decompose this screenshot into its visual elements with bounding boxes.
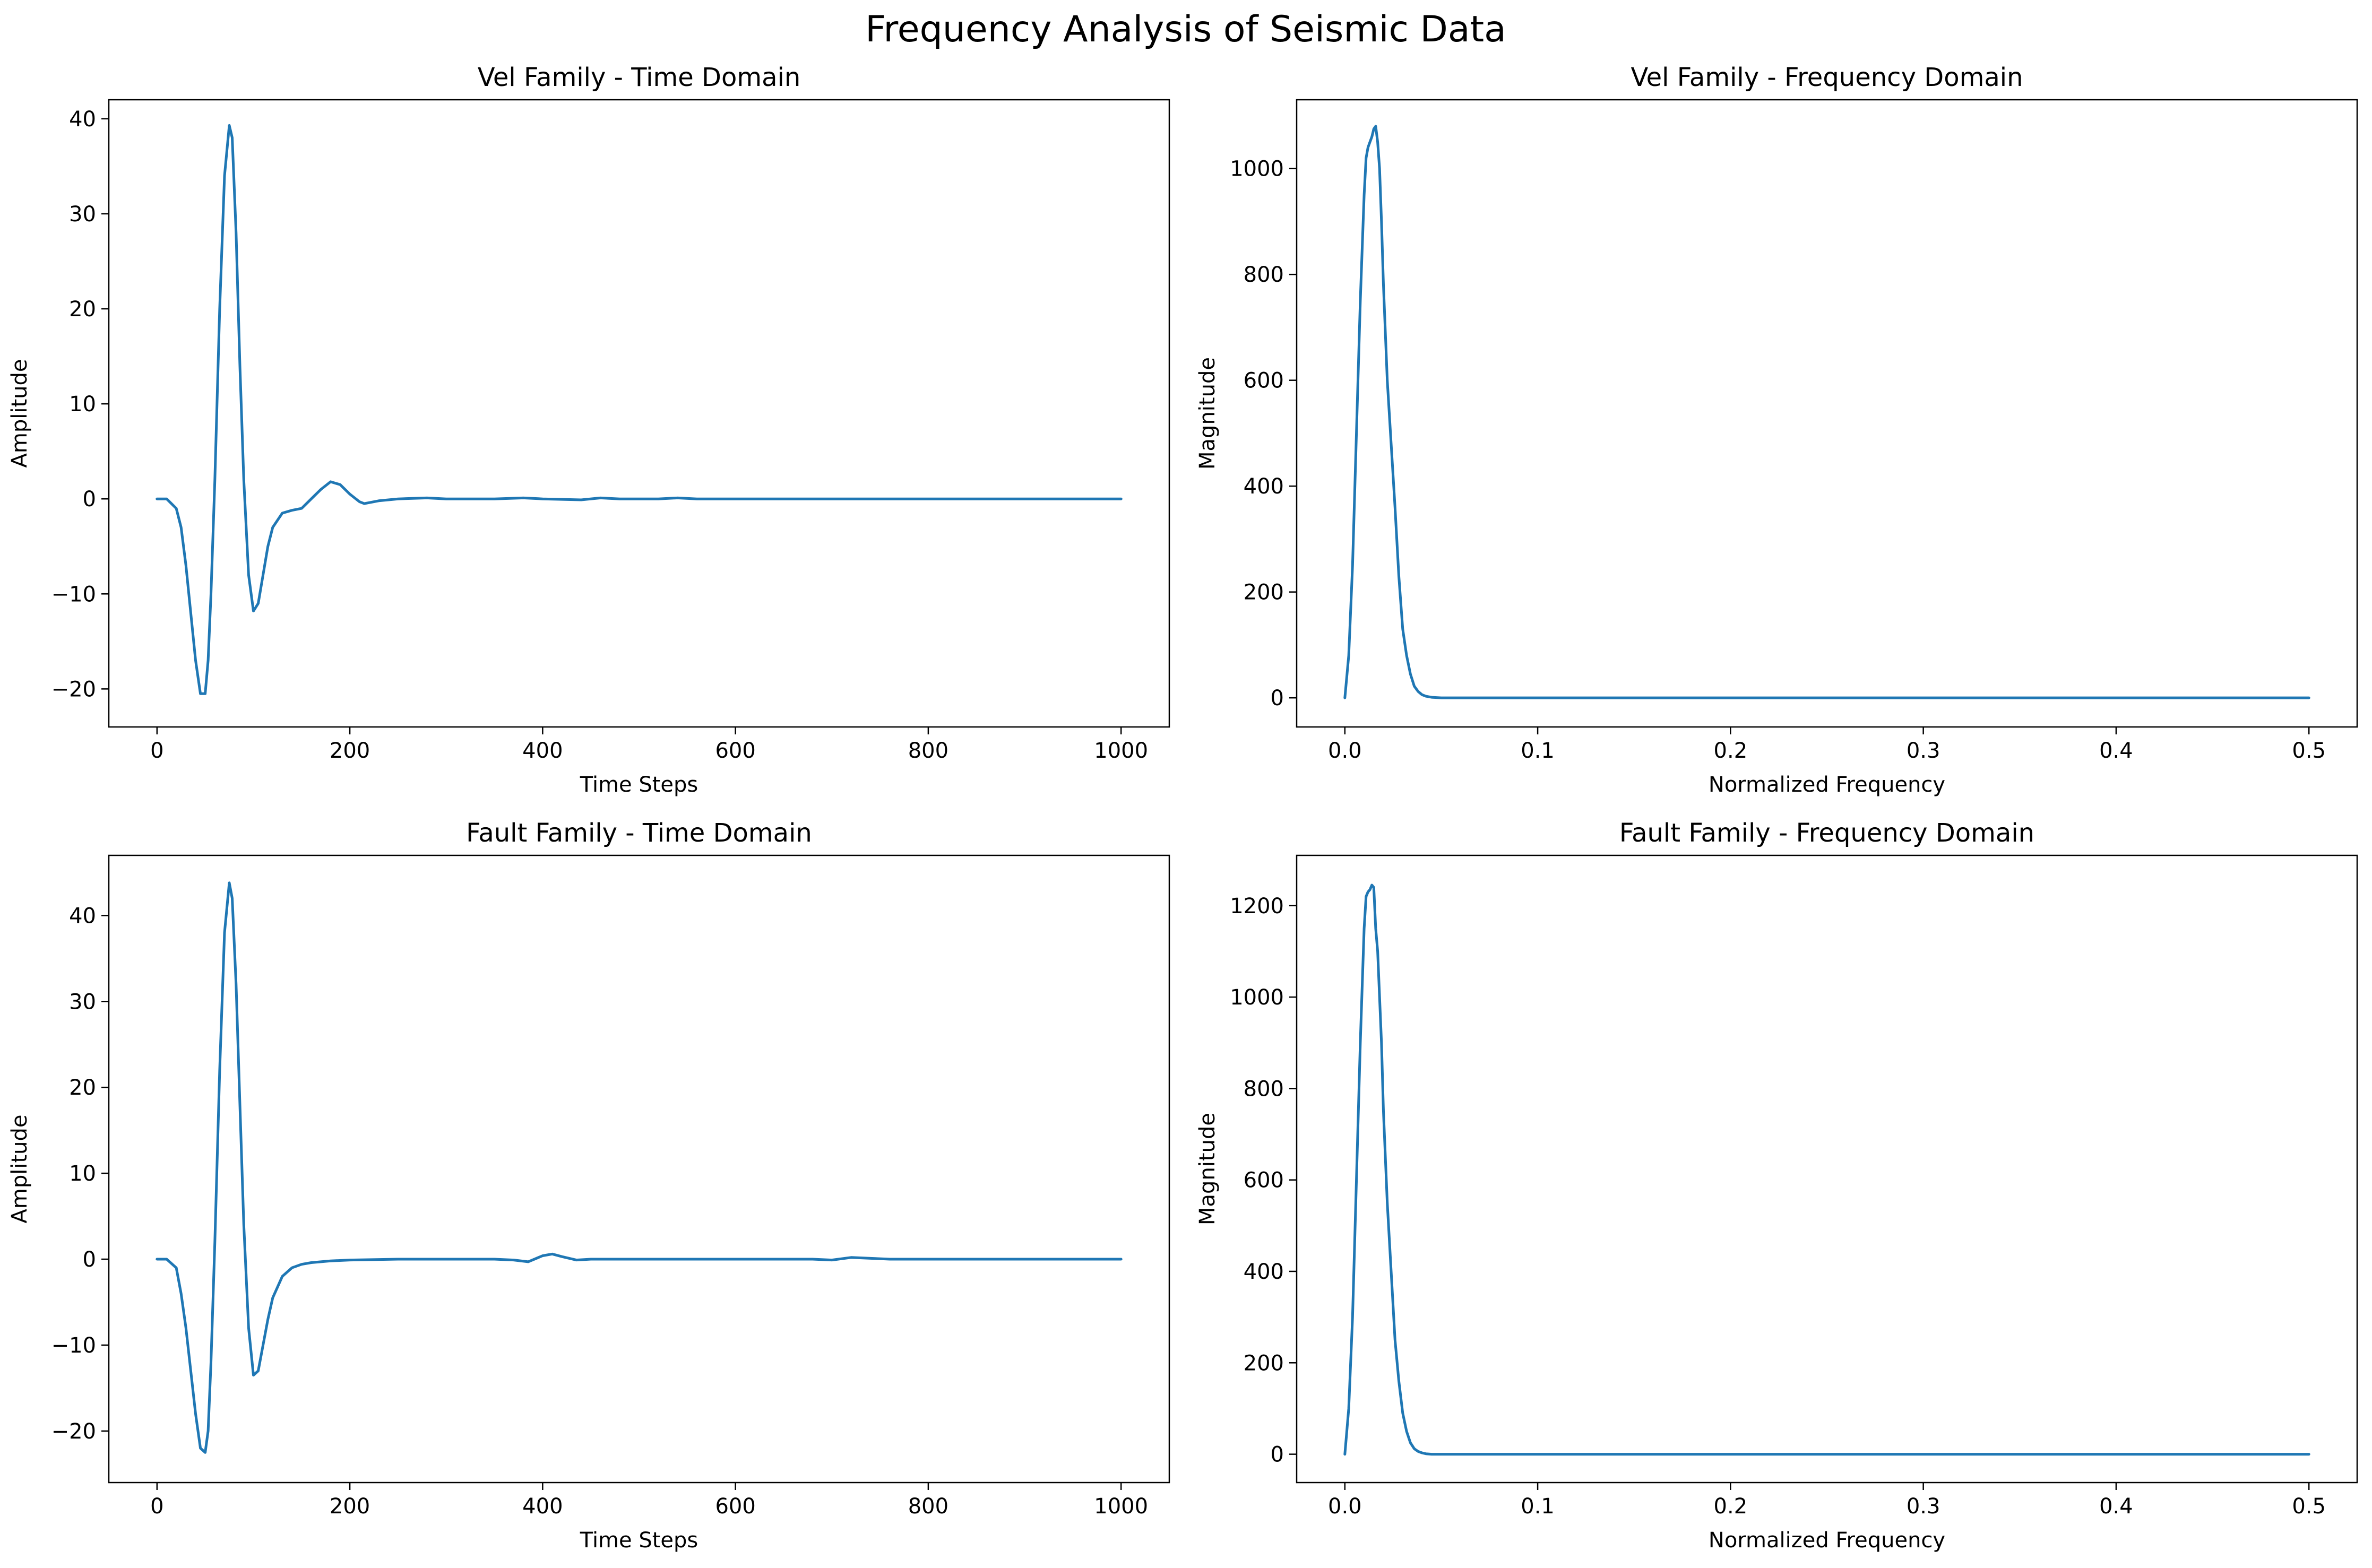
vel-time-ytick-label: 40 [69, 107, 96, 132]
vel-freq-ylabel: Magnitude [1195, 357, 1220, 470]
vel-freq-xtick-label: 0.5 [2292, 739, 2326, 763]
fault-time-title: Fault Family - Time Domain [466, 818, 812, 848]
fault-freq-xlabel: Normalized Frequency [1709, 1528, 1945, 1553]
fault-time-ytick-label: 40 [69, 904, 96, 928]
axes-fault-freq: 0.0 0.1 0.2 0.3 0.4 0.5 0 200 400 600 800 1000 1200 F… [1195, 818, 2358, 1553]
fault-time-ytick-label: 10 [69, 1162, 96, 1186]
vel-time-axes-frame [108, 99, 1170, 728]
fault-freq-ytick-label: 200 [1244, 1351, 1284, 1375]
fault-time-xtick-label: 800 [908, 1494, 948, 1519]
vel-time-xtick-label: 800 [908, 739, 948, 763]
fault-freq-xtick-label: 0.1 [1521, 1494, 1555, 1519]
fault-freq-xtick-label: 0.3 [1907, 1494, 1940, 1519]
vel-freq-series-line-0 [1343, 125, 2310, 699]
vel-time-ytick-label: −10 [51, 582, 96, 607]
fault-time-ytick-label: −10 [51, 1333, 96, 1358]
fault-time-ytick-label: −20 [51, 1419, 96, 1444]
fault-time-ytick-label: 30 [69, 990, 96, 1014]
fault-freq-xtick-label: 0.2 [1714, 1494, 1748, 1519]
vel-freq-ytick-label: 600 [1244, 369, 1284, 393]
fault-time-xtick-label: 400 [522, 1494, 563, 1519]
vel-freq-ytick-label: 800 [1244, 263, 1284, 287]
fault-freq-ytick-label: 1200 [1230, 894, 1284, 919]
vel-freq-ytick-label: 200 [1244, 581, 1284, 605]
vel-time-xtick-label: 600 [715, 739, 755, 763]
fault-time-xtick-label: 0 [150, 1494, 163, 1519]
fault-freq-ytick-label: 400 [1244, 1260, 1284, 1284]
vel-time-ytick-label: −20 [51, 677, 96, 701]
fault-freq-ylabel: Magnitude [1195, 1113, 1220, 1225]
vel-freq-ytick-label: 400 [1244, 474, 1284, 499]
fault-time-xtick-label: 200 [330, 1494, 370, 1519]
fault-time-xlabel: Time Steps [580, 1528, 698, 1553]
fault-freq-ytick-label: 800 [1244, 1077, 1284, 1101]
fault-freq-xtick-label: 0.5 [2292, 1494, 2326, 1519]
vel-freq-xtick-label: 0.0 [1328, 739, 1362, 763]
vel-time-xtick-label: 400 [522, 739, 563, 763]
fault-freq-xtick-label: 0.4 [2099, 1494, 2133, 1519]
vel-freq-xtick-label: 0.3 [1907, 739, 1940, 763]
vel-time-xtick-label: 1000 [1094, 739, 1148, 763]
vel-time-series-line-0 [156, 124, 1123, 695]
vel-freq-axes-frame [1296, 99, 2358, 728]
fault-time-ytick-label: 20 [69, 1076, 96, 1100]
fault-time-series-line-0 [156, 881, 1123, 1454]
vel-freq-xtick-label: 0.2 [1714, 739, 1748, 763]
figure-suptitle: Frequency Analysis of Seismic Data [865, 8, 1506, 50]
fault-freq-ytick-label: 1000 [1230, 985, 1284, 1010]
vel-freq-title: Vel Family - Frequency Domain [1631, 63, 2023, 92]
vel-time-ytick-label: 30 [69, 202, 96, 227]
vel-freq-xtick-label: 0.4 [2099, 739, 2133, 763]
vel-time-title: Vel Family - Time Domain [478, 63, 801, 92]
fault-time-ytick-label: 0 [83, 1248, 96, 1272]
axes-fault-time: 0 200 400 600 800 1000 −20 −10 0 10 20 30 40 Fault Fa… [7, 818, 1170, 1553]
fault-freq-ytick-label: 600 [1244, 1168, 1284, 1193]
vel-time-ytick-label: 10 [69, 392, 96, 417]
axes-vel-freq: 0.0 0.1 0.2 0.3 0.4 0.5 0 200 400 600 800 1000 Vel F… [1195, 63, 2358, 797]
fault-time-ylabel: Amplitude [7, 1115, 32, 1224]
fault-time-xtick-label: 600 [715, 1494, 755, 1519]
vel-time-ylabel: Amplitude [7, 359, 32, 468]
vel-time-ytick-label: 0 [83, 487, 96, 512]
vel-time-xtick-label: 200 [330, 739, 370, 763]
vel-freq-ytick-label: 1000 [1230, 157, 1284, 181]
axes-vel-time: 0 200 400 600 800 1000 −20 −10 0 10 20 30 40 Vel Fami… [7, 63, 1170, 797]
fault-freq-title: Fault Family - Frequency Domain [1619, 818, 2034, 848]
fault-freq-ytick-label: 0 [1271, 1443, 1284, 1467]
vel-freq-ytick-label: 0 [1271, 686, 1284, 711]
vel-time-xtick-label: 0 [150, 739, 163, 763]
vel-time-xlabel: Time Steps [580, 773, 698, 797]
fault-time-xtick-label: 1000 [1094, 1494, 1148, 1519]
vel-freq-xlabel: Normalized Frequency [1709, 773, 1945, 797]
vel-time-ytick-label: 20 [69, 297, 96, 322]
vel-freq-xtick-label: 0.1 [1521, 739, 1555, 763]
fault-time-axes-frame [108, 854, 1170, 1484]
fault-freq-xtick-label: 0.0 [1328, 1494, 1362, 1519]
fault-freq-axes-frame [1296, 854, 2358, 1484]
fault-freq-series-line-0 [1343, 883, 2310, 1456]
